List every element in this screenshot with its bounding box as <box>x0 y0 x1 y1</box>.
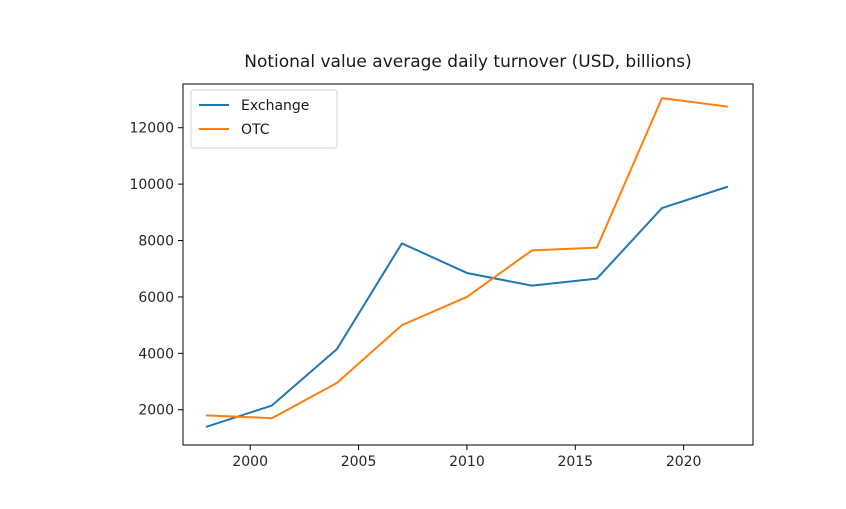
series-line-exchange <box>205 185 729 428</box>
y-tick-label: 10000 <box>129 177 174 193</box>
series-line-otc <box>205 97 729 420</box>
x-tick-label: 2020 <box>666 454 702 470</box>
y-tick-label: 8000 <box>138 234 174 250</box>
plot-area: 2000 2005 2010 2015 2020 2000 4000 6000 8000 1000… <box>129 83 754 470</box>
y-tick-label: 6000 <box>138 290 174 306</box>
x-tick-label: 2015 <box>557 454 593 470</box>
x-tick-label: 2000 <box>232 454 268 470</box>
plot-frame <box>182 83 754 446</box>
legend-label-otc: OTC <box>241 122 270 138</box>
x-tick-label: 2005 <box>341 454 377 470</box>
y-tick-label: 12000 <box>129 121 174 137</box>
x-tick-label: 2010 <box>449 454 485 470</box>
legend-label-exchange: Exchange <box>241 98 309 114</box>
chart-title: Notional value average daily turnover (U… <box>244 52 692 72</box>
y-tick-label: 4000 <box>138 346 174 362</box>
y-tick-label: 2000 <box>138 403 174 419</box>
